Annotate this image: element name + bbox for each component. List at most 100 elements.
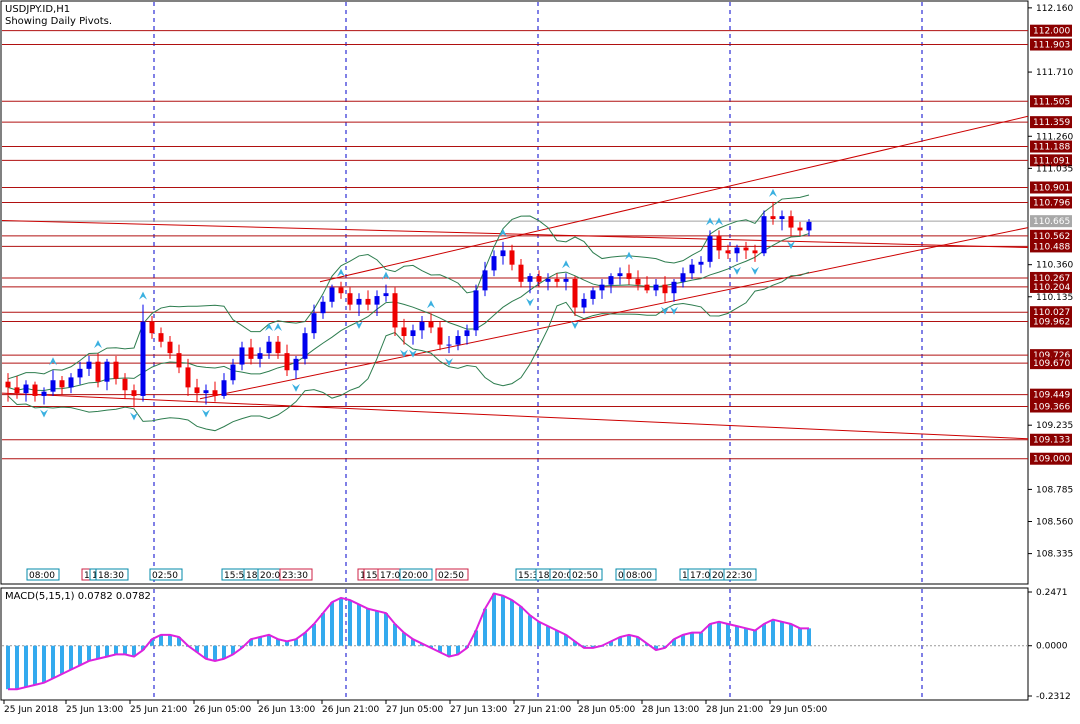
macd-bar <box>555 630 559 646</box>
price-tick-label: 108.335 <box>1036 550 1073 560</box>
fractal-up-arrow <box>382 271 390 280</box>
macd-bar <box>51 645 55 679</box>
candle-body <box>716 236 722 251</box>
macd-bar <box>735 626 739 646</box>
candle-body <box>554 278 560 282</box>
macd-bar <box>402 632 406 646</box>
macd-bar <box>60 645 64 674</box>
macd-bar <box>474 630 478 646</box>
candle-body <box>158 333 164 342</box>
candle-body <box>473 290 479 331</box>
macd-bar <box>132 645 136 657</box>
symbol-title: USDJPY.ID,H1 <box>5 4 70 15</box>
macd-bar <box>177 637 181 646</box>
price-tick-label: 111.710 <box>1036 68 1073 78</box>
vertical-gridlines <box>153 2 923 699</box>
time-marker-box <box>569 568 603 581</box>
macd-bar <box>195 645 199 653</box>
macd-bar <box>564 634 568 646</box>
time-marker-box <box>26 568 60 581</box>
candle-body <box>275 341 281 354</box>
candle-body <box>50 380 56 392</box>
fractal-down-arrow <box>409 349 417 358</box>
pivot-label: 109.133 <box>1033 436 1070 446</box>
pivot-label: 112.000 <box>1033 27 1070 37</box>
price-tick-label: 110.360 <box>1036 261 1073 271</box>
time-marker-label: 18:30 <box>98 571 124 581</box>
fractal-arrows <box>40 188 795 421</box>
macd-bar <box>528 615 532 646</box>
candle-body <box>482 270 488 291</box>
macd-bar <box>672 639 676 646</box>
candle-body <box>752 250 758 254</box>
trend-line-upper <box>319 115 1029 283</box>
pivot-label: 110.562 <box>1033 232 1070 242</box>
candle-body <box>536 276 542 282</box>
time-tick-label: 27 Jun 05:00 <box>386 705 443 715</box>
pivot-label-box <box>1030 154 1072 167</box>
trend-line-lower <box>199 227 1029 400</box>
pivot-label-box <box>1030 240 1072 253</box>
macd-bar <box>258 637 262 646</box>
candle-body <box>95 361 101 382</box>
fractal-up-arrow <box>337 268 345 277</box>
macd-bar <box>114 645 118 655</box>
candle-body <box>257 353 263 359</box>
time-marker-label: 02:50 <box>572 571 598 581</box>
candle-body <box>590 290 596 299</box>
pivot-label: 109.366 <box>1033 403 1070 413</box>
candle-body <box>563 278 569 282</box>
indicator-title: MACD(5,15,1) 0.0782 0.0782 <box>5 591 151 602</box>
time-marker-box <box>723 568 757 581</box>
fractal-down-arrow <box>445 358 453 367</box>
candle-body <box>248 347 254 359</box>
macd-bar <box>375 610 379 646</box>
candle-body <box>446 344 452 346</box>
candle-body <box>707 236 713 262</box>
candle-body <box>734 247 740 254</box>
candle-body <box>743 247 749 251</box>
macd-bar <box>96 645 100 659</box>
time-marker-label: 20:00 <box>402 571 428 581</box>
candle-body <box>545 278 551 282</box>
time-tick-label: 26 Jun 21:00 <box>322 705 379 715</box>
macd-bar <box>150 639 154 646</box>
candle-body <box>131 390 137 396</box>
trend-line-resistance <box>1 219 1029 249</box>
macd-bar <box>591 645 595 648</box>
candle-body <box>221 380 227 396</box>
macd-bar <box>789 623 793 646</box>
time-marker-label: 20:0 <box>712 571 732 581</box>
main-panel <box>0 0 1029 585</box>
price-tick-label: 111.260 <box>1036 132 1073 142</box>
macd-bar <box>339 597 343 646</box>
candle-body <box>230 364 236 381</box>
candle-body <box>239 347 245 365</box>
band-lower <box>7 271 810 432</box>
fractal-up-arrow <box>625 251 633 260</box>
candle-body <box>455 336 461 345</box>
candle-body <box>626 273 632 279</box>
candle-body <box>383 293 389 297</box>
macd-bar <box>357 604 361 646</box>
pivot-label: 111.903 <box>1033 41 1070 51</box>
pivot-label-box <box>1030 280 1072 293</box>
time-marker-label: 15:30 <box>518 571 544 581</box>
fractal-down-arrow <box>130 412 138 421</box>
fractal-down-arrow <box>40 409 48 418</box>
pivot-label-box <box>1030 452 1072 465</box>
macd-bar <box>798 628 802 646</box>
candle-body <box>194 387 200 394</box>
macd-bar <box>609 641 613 646</box>
time-tick-label: 27 Jun 21:00 <box>514 705 571 715</box>
time-tick-label: 25 Jun 21:00 <box>130 705 187 715</box>
macd-bar <box>708 623 712 646</box>
macd-bar <box>726 623 730 646</box>
pivot-label-box <box>1030 357 1072 370</box>
macd-tick-label: 0.2471 <box>1036 588 1068 598</box>
macd-bar <box>168 634 172 646</box>
macd-bar <box>618 637 622 646</box>
time-tick-label: 25 Jun 2018 <box>4 705 58 715</box>
candle-body <box>779 216 785 220</box>
candle-body <box>725 250 731 254</box>
